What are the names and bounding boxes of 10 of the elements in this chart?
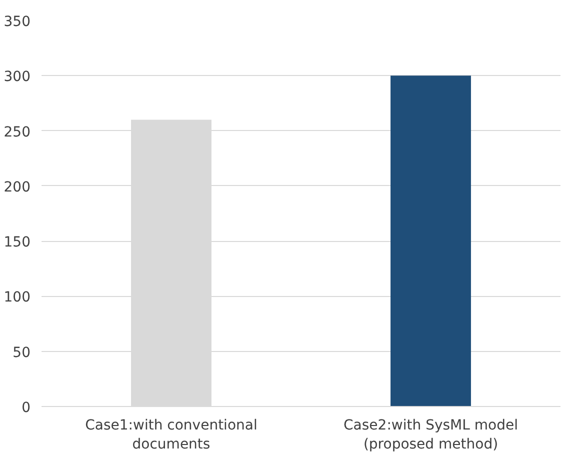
y-tick-label: 200 bbox=[4, 179, 31, 196]
x-tick-label: Case2:with SysML model (proposed method) bbox=[344, 418, 518, 453]
y-tick-label: 350 bbox=[4, 14, 31, 30]
y-tick-label: 300 bbox=[4, 69, 31, 86]
y-tick-label: 50 bbox=[12, 344, 31, 361]
x-tick-label: Case1:with conventional documents bbox=[85, 418, 258, 453]
y-tick-label: 250 bbox=[4, 124, 31, 140]
y-tick-label: 0 bbox=[22, 400, 31, 416]
y-tick-label: 100 bbox=[4, 290, 31, 306]
y-tick-label: 150 bbox=[4, 234, 31, 251]
